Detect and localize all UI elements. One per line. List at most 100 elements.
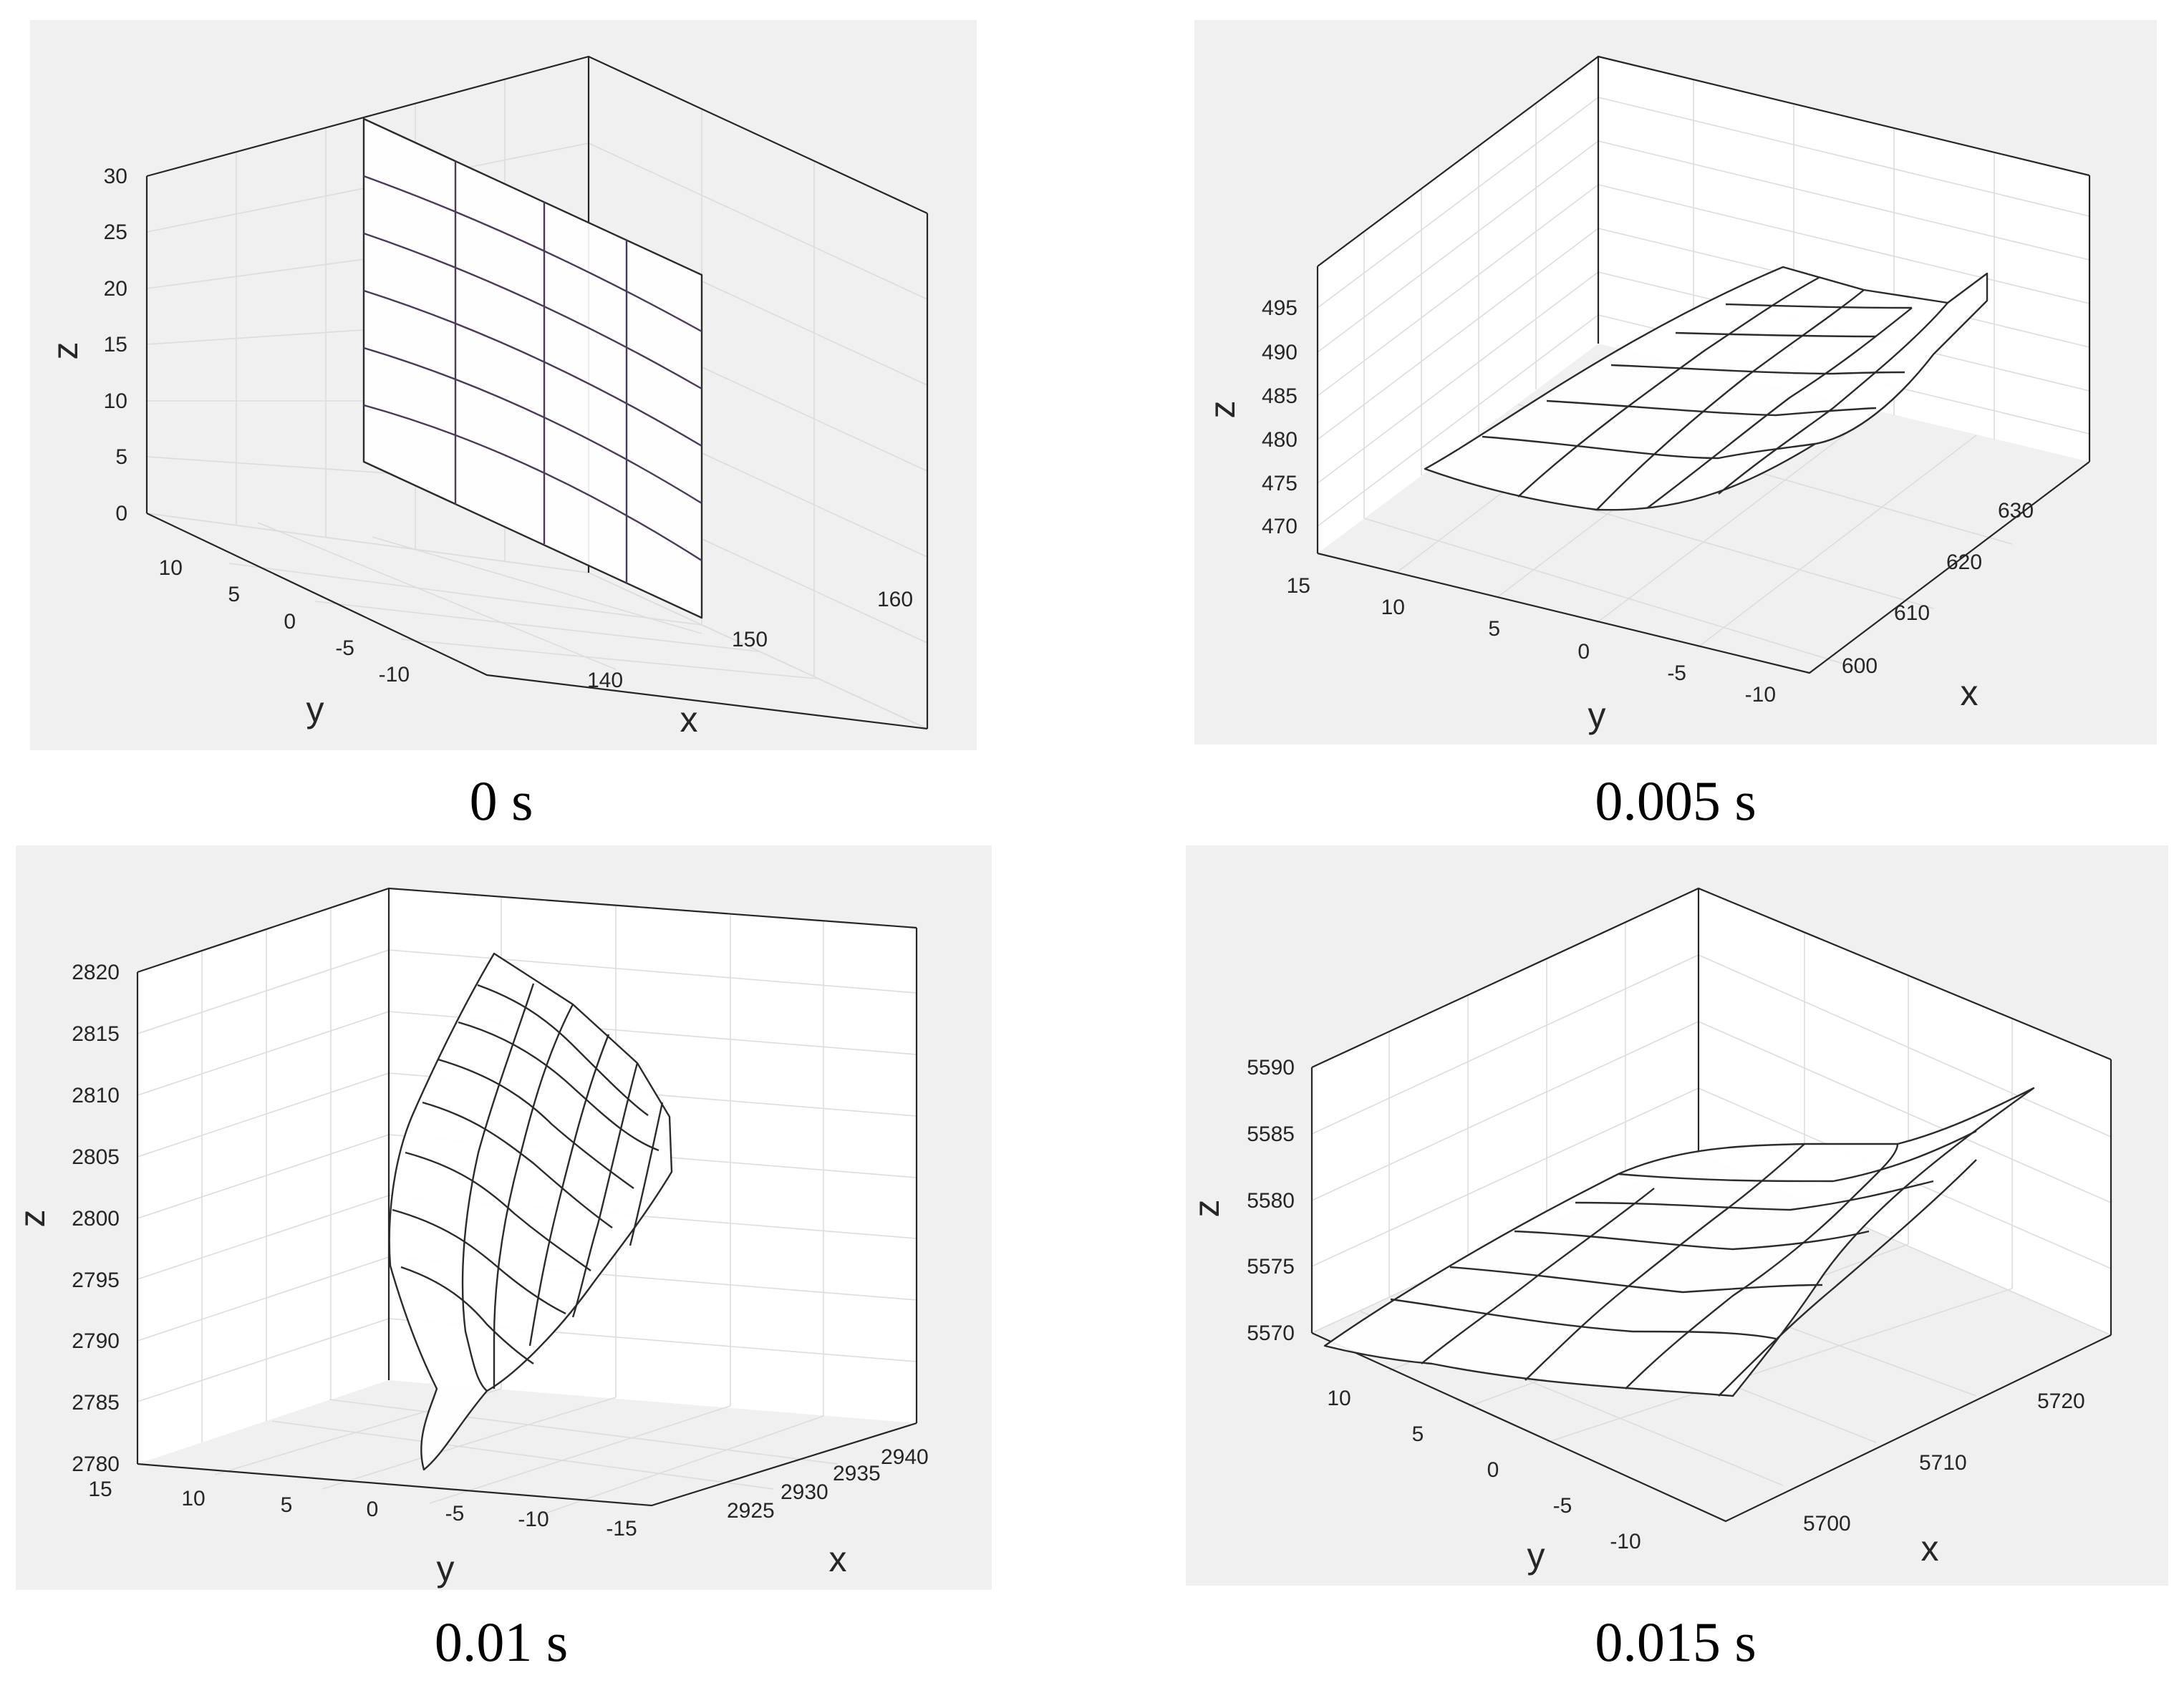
x-tick-label: 620 <box>1946 551 1982 574</box>
x-tick-label: 5720 <box>2037 1389 2085 1413</box>
z-axis-label: z <box>45 342 85 360</box>
x-tick-label: 630 <box>1998 499 2034 523</box>
z-tick-label: 10 <box>104 389 127 413</box>
y-tick-label: -15 <box>606 1517 637 1541</box>
y-tick-label: 5 <box>1488 617 1500 641</box>
y-tick-labels: 15 10 5 0 -5 -10 -15 <box>88 1478 637 1541</box>
panel-0.005s: 470 475 480 485 490 495 15 10 5 0 -5 -10… <box>1194 20 2157 832</box>
y-tick-labels: 15 10 5 0 -5 -10 <box>1287 574 1776 707</box>
z-tick-label: 5585 <box>1247 1122 1295 1146</box>
x-tick-labels: 2925 2930 2935 2940 <box>727 1445 929 1523</box>
x-tick-label: 140 <box>587 669 623 692</box>
x-tick-label: 5710 <box>1919 1451 1967 1475</box>
x-tick-label: 2925 <box>727 1499 775 1523</box>
z-tick-label: 2795 <box>72 1269 120 1292</box>
z-tick-labels: 470 475 480 485 490 495 <box>1262 296 1298 538</box>
surface-mesh <box>362 117 703 619</box>
y-tick-labels: 10 5 0 -5 -10 <box>1327 1387 1641 1553</box>
z-tick-label: 5580 <box>1247 1189 1295 1213</box>
y-tick-label: 5 <box>281 1493 293 1517</box>
z-tick-label: 5575 <box>1247 1255 1295 1279</box>
z-tick-label: 2785 <box>72 1391 120 1415</box>
y-tick-label: 15 <box>1287 574 1310 598</box>
z-axis-label: z <box>12 1210 52 1228</box>
z-tick-label: 15 <box>104 333 127 357</box>
panel-0s: 0 5 10 15 20 25 30 10 5 0 -5 -10 140 150… <box>30 20 977 832</box>
y-tick-label: -10 <box>379 663 410 687</box>
surface-mesh <box>388 952 673 1471</box>
y-tick-label: -10 <box>1610 1530 1641 1553</box>
z-tick-label: 470 <box>1262 515 1298 538</box>
z-tick-label: 2790 <box>72 1329 120 1353</box>
x-axis-label: x <box>680 699 698 739</box>
x-tick-label: 5700 <box>1803 1512 1851 1536</box>
y-tick-label: -5 <box>1667 661 1686 685</box>
z-tick-label: 20 <box>104 277 127 301</box>
surface-mesh <box>1323 1087 2035 1397</box>
surface-mesh <box>1424 266 1989 511</box>
z-tick-label: 2805 <box>72 1145 120 1169</box>
z-tick-label: 495 <box>1262 296 1298 320</box>
y-axis-label: y <box>1527 1536 1545 1576</box>
z-tick-labels: 5570 5575 5580 5585 5590 <box>1247 1056 1295 1345</box>
x-tick-labels: 140 150 160 <box>587 588 913 692</box>
x-tick-labels: 5700 5710 5720 <box>1803 1389 2085 1536</box>
y-tick-label: 0 <box>1577 640 1590 664</box>
y-tick-label: 5 <box>1412 1422 1424 1446</box>
z-tick-label: 2800 <box>72 1207 120 1231</box>
x-tick-label: 150 <box>732 628 768 651</box>
z-tick-label: 2810 <box>72 1084 120 1107</box>
y-axis-label: y <box>437 1548 455 1589</box>
z-tick-label: 475 <box>1262 472 1298 495</box>
z-tick-labels: 0 5 10 15 20 25 30 <box>104 165 127 525</box>
panel-caption: 0.015 s <box>1595 1611 1756 1673</box>
panel-caption: 0.01 s <box>435 1611 568 1673</box>
y-axis-label: y <box>1588 695 1606 735</box>
z-tick-label: 5 <box>115 445 127 469</box>
y-axis-label: y <box>306 689 324 729</box>
x-tick-labels: 600 610 620 630 <box>1842 499 2034 678</box>
z-tick-labels: 2780 2785 2790 2795 2800 2805 2810 2815 … <box>72 961 120 1476</box>
y-tick-labels: 10 5 0 -5 -10 <box>159 556 410 687</box>
z-tick-label: 30 <box>104 165 127 188</box>
x-tick-label: 2930 <box>781 1480 828 1504</box>
y-tick-label: 15 <box>88 1478 112 1501</box>
y-tick-label: -10 <box>1745 683 1776 707</box>
y-tick-label: 5 <box>228 583 240 606</box>
y-tick-label: 10 <box>181 1487 205 1510</box>
y-tick-label: 10 <box>1327 1387 1350 1410</box>
z-tick-label: 2820 <box>72 961 120 984</box>
z-tick-label: 490 <box>1262 341 1298 364</box>
y-tick-label: 0 <box>284 610 296 634</box>
z-tick-label: 480 <box>1262 428 1298 452</box>
x-axis-label: x <box>1921 1528 1939 1568</box>
panel-caption: 0 s <box>470 770 533 832</box>
x-tick-label: 160 <box>877 588 913 611</box>
y-tick-label: -5 <box>1553 1494 1572 1518</box>
panel-0.01s: 2780 2785 2790 2795 2800 2805 2810 2815 … <box>12 845 992 1673</box>
z-tick-label: 2815 <box>72 1022 120 1046</box>
x-tick-label: 2935 <box>833 1462 881 1485</box>
y-tick-label: 0 <box>1487 1458 1499 1482</box>
z-tick-label: 2780 <box>72 1452 120 1476</box>
z-tick-label: 5590 <box>1247 1056 1295 1080</box>
z-tick-label: 5570 <box>1247 1321 1295 1345</box>
x-tick-label: 600 <box>1842 654 1878 678</box>
y-tick-label: -5 <box>445 1502 465 1526</box>
y-tick-label: -5 <box>335 636 354 660</box>
z-tick-label: 0 <box>115 502 127 525</box>
x-tick-label: 2940 <box>881 1445 929 1469</box>
x-axis-label: x <box>1961 673 1978 713</box>
x-axis-label: x <box>829 1539 847 1579</box>
z-tick-label: 25 <box>104 220 127 244</box>
y-tick-label: 0 <box>367 1498 379 1521</box>
z-axis-label: z <box>1187 1200 1227 1218</box>
panel-caption: 0.005 s <box>1595 770 1756 832</box>
z-axis-label: z <box>1202 401 1242 419</box>
x-tick-label: 610 <box>1894 601 1930 625</box>
y-tick-label: 10 <box>159 556 183 580</box>
y-tick-label: -10 <box>518 1508 549 1531</box>
z-tick-label: 485 <box>1262 384 1298 408</box>
y-tick-label: 10 <box>1381 596 1405 619</box>
